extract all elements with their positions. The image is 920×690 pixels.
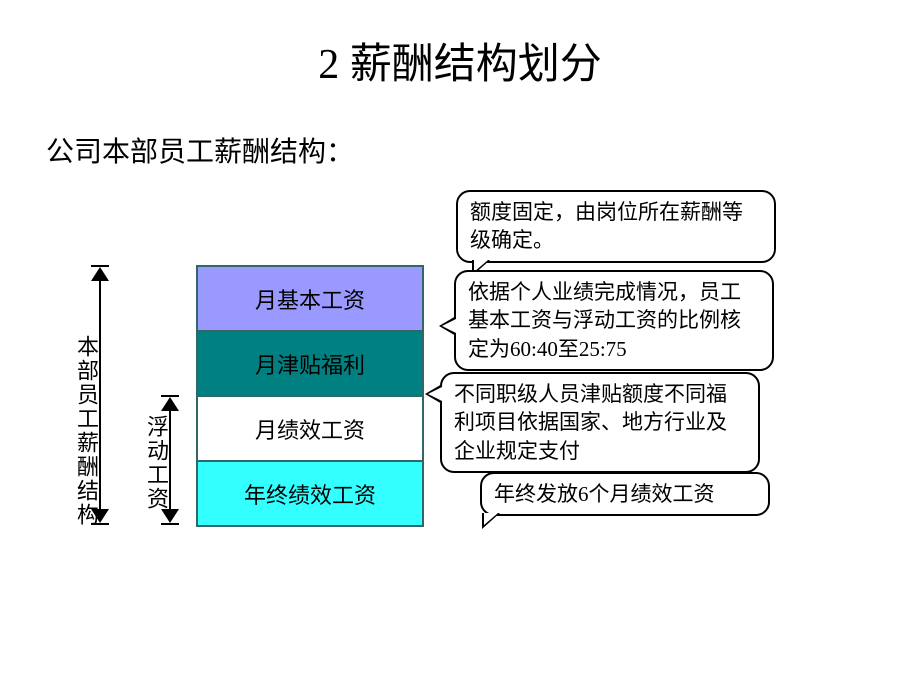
salary-bar-label: 年终绩效工资 — [244, 478, 376, 510]
bracket-floating-label: 浮动工资 — [140, 415, 172, 511]
callout-text: 依据个人业绩完成情况，员工基本工资与浮动工资的比例核定为60:40至25:75 — [468, 280, 741, 361]
callout-text: 不同职级人员津贴额度不同福利项目依据国家、地方行业及企业规定支付 — [454, 382, 727, 463]
salary-bar: 月津贴福利 — [196, 330, 424, 397]
salary-bar: 月基本工资 — [196, 265, 424, 332]
callout: 不同职级人员津贴额度不同福利项目依据国家、地方行业及企业规定支付 — [440, 372, 760, 473]
salary-bar: 月绩效工资 — [196, 395, 424, 462]
salary-bar: 年终绩效工资 — [196, 460, 424, 527]
callout: 额度固定，由岗位所在薪酬等级确定。 — [456, 190, 776, 263]
page-title: 2 薪酬结构划分 — [0, 30, 920, 91]
callout: 年终发放6个月绩效工资 — [480, 472, 770, 516]
bracket-main-label: 本部员工薪酬结构 — [70, 335, 102, 527]
callout-text: 额度固定，由岗位所在薪酬等级确定。 — [470, 200, 743, 252]
callout: 依据个人业绩完成情况，员工基本工资与浮动工资的比例核定为60:40至25:75 — [454, 270, 774, 371]
callout-tail-icon — [439, 316, 456, 336]
callout-tail-icon — [482, 513, 500, 529]
salary-bar-label: 月绩效工资 — [255, 413, 365, 445]
callout-text: 年终发放6个月绩效工资 — [494, 482, 715, 506]
salary-bar-label: 月津贴福利 — [255, 348, 365, 380]
salary-bar-label: 月基本工资 — [255, 283, 365, 315]
callout-tail-icon — [425, 384, 442, 404]
page-subtitle: 公司本部员工薪酬结构： — [46, 130, 354, 170]
salary-bar-stack: 月基本工资月津贴福利月绩效工资年终绩效工资 — [196, 265, 424, 527]
